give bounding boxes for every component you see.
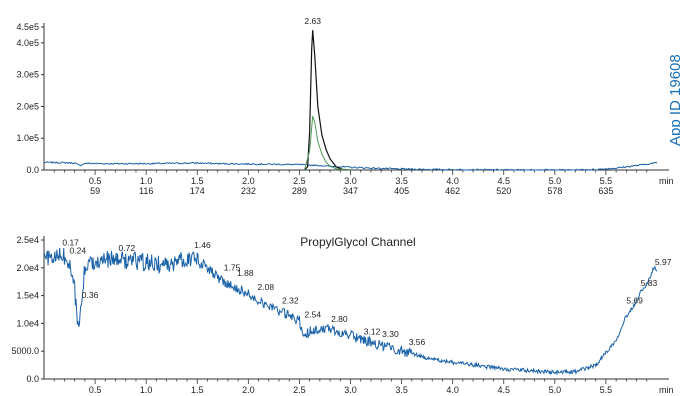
scan-tick-label: 462 (445, 186, 460, 196)
peak-label: 5.97 (655, 257, 672, 267)
x-tick-label: 3.5 (395, 385, 408, 395)
x-tick-label: 4.0 (446, 385, 459, 395)
x-tick-label: 0.5 (89, 385, 102, 395)
x-tick-label: 5.5 (600, 385, 613, 395)
peak-label: 2.63 (304, 16, 321, 26)
x-tick-label: 5.5 (600, 176, 613, 186)
scan-tick-label: 635 (598, 186, 613, 196)
x-tick-label: 1.5 (191, 176, 204, 186)
x-tick-label: 2.5 (293, 385, 306, 395)
app-id-label: App ID 19608 (667, 54, 680, 146)
peak-label: 2.54 (305, 310, 322, 320)
peak-label: 0.24 (70, 246, 87, 256)
peak-label: 2.32 (282, 296, 299, 306)
x-axis-label: min (659, 385, 674, 395)
scan-tick-label: 405 (394, 186, 409, 196)
x-tick-label: 3.5 (395, 176, 408, 186)
x-tick-label: 1.5 (191, 385, 204, 395)
peak-label: 5.69 (626, 296, 643, 306)
scan-tick-label: 232 (241, 186, 256, 196)
y-tick-label: 0.0 (26, 165, 39, 175)
scan-tick-label: 116 (139, 186, 153, 196)
y-tick-label: 1.0e4 (16, 318, 39, 328)
peak-label: 1.75 (224, 262, 241, 272)
propylglycol-channel-chromatogram: 0.0 5000.0 1.0e4 1.5e4 2.0e4 2.5e4 0.5 1.0 1.5 2.… (11, 235, 673, 395)
x-tick-label: 1.0 (140, 385, 153, 395)
scan-tick-label: 289 (292, 186, 307, 196)
scan-tick-label: 520 (496, 186, 511, 196)
peak-label: 1.46 (194, 240, 211, 250)
x-tick-label: 0.5 (89, 176, 102, 186)
y-tick-label: 2.0e5 (16, 101, 39, 111)
peak-label: 3.12 (364, 326, 381, 336)
peak-label: 0.17 (62, 237, 79, 247)
x-tick-label: 3.0 (344, 176, 357, 186)
peak-label: 3.30 (382, 329, 399, 339)
x-tick-label: 4.0 (446, 176, 459, 186)
x-tick-label: 3.0 (344, 385, 357, 395)
x-tick-label: 4.5 (497, 385, 510, 395)
peak-label: 2.08 (258, 282, 275, 292)
series-line (304, 115, 351, 171)
scan-tick-label: 347 (343, 186, 358, 196)
peak-label: 2.80 (331, 314, 348, 324)
x-tick-label: 4.5 (497, 176, 510, 186)
y-tick-label: 2.5e4 (16, 235, 39, 245)
peak-label: 0.36 (82, 290, 99, 300)
x-axis-label: min (659, 176, 674, 186)
peak-label: 0.72 (119, 243, 136, 253)
scan-tick-label: 174 (190, 186, 205, 196)
y-tick-label: 1.0e5 (16, 133, 39, 143)
scan-tick-label: 578 (547, 186, 562, 196)
x-tick-label: 2.0 (242, 176, 255, 186)
peak-label: 3.56 (409, 337, 426, 347)
x-tick-label: 5.0 (549, 385, 562, 395)
scan-tick-label: 59 (90, 186, 100, 196)
y-tick-label: 1.5e4 (16, 291, 39, 301)
y-tick-label: 5000.0 (11, 346, 39, 356)
peak-label: 1.88 (237, 268, 254, 278)
peak-label: 5.83 (641, 278, 658, 288)
series-line (43, 247, 658, 376)
x-tick-label: 1.0 (140, 176, 153, 186)
x-tick-label: 5.0 (549, 176, 562, 186)
y-tick-label: 0.0 (26, 374, 39, 384)
series-line (304, 30, 351, 171)
y-tick-label: 2.0e4 (16, 263, 39, 273)
y-tick-label: 3.0e5 (16, 70, 39, 80)
y-tick-label: 4.5e5 (16, 22, 39, 32)
y-tick-label: 4.0e5 (16, 38, 39, 48)
x-tick-label: 2.0 (242, 385, 255, 395)
series-line (43, 161, 658, 171)
x-tick-label: 2.5 (293, 176, 306, 186)
chart-title: PropylGlycol Channel (300, 235, 415, 249)
